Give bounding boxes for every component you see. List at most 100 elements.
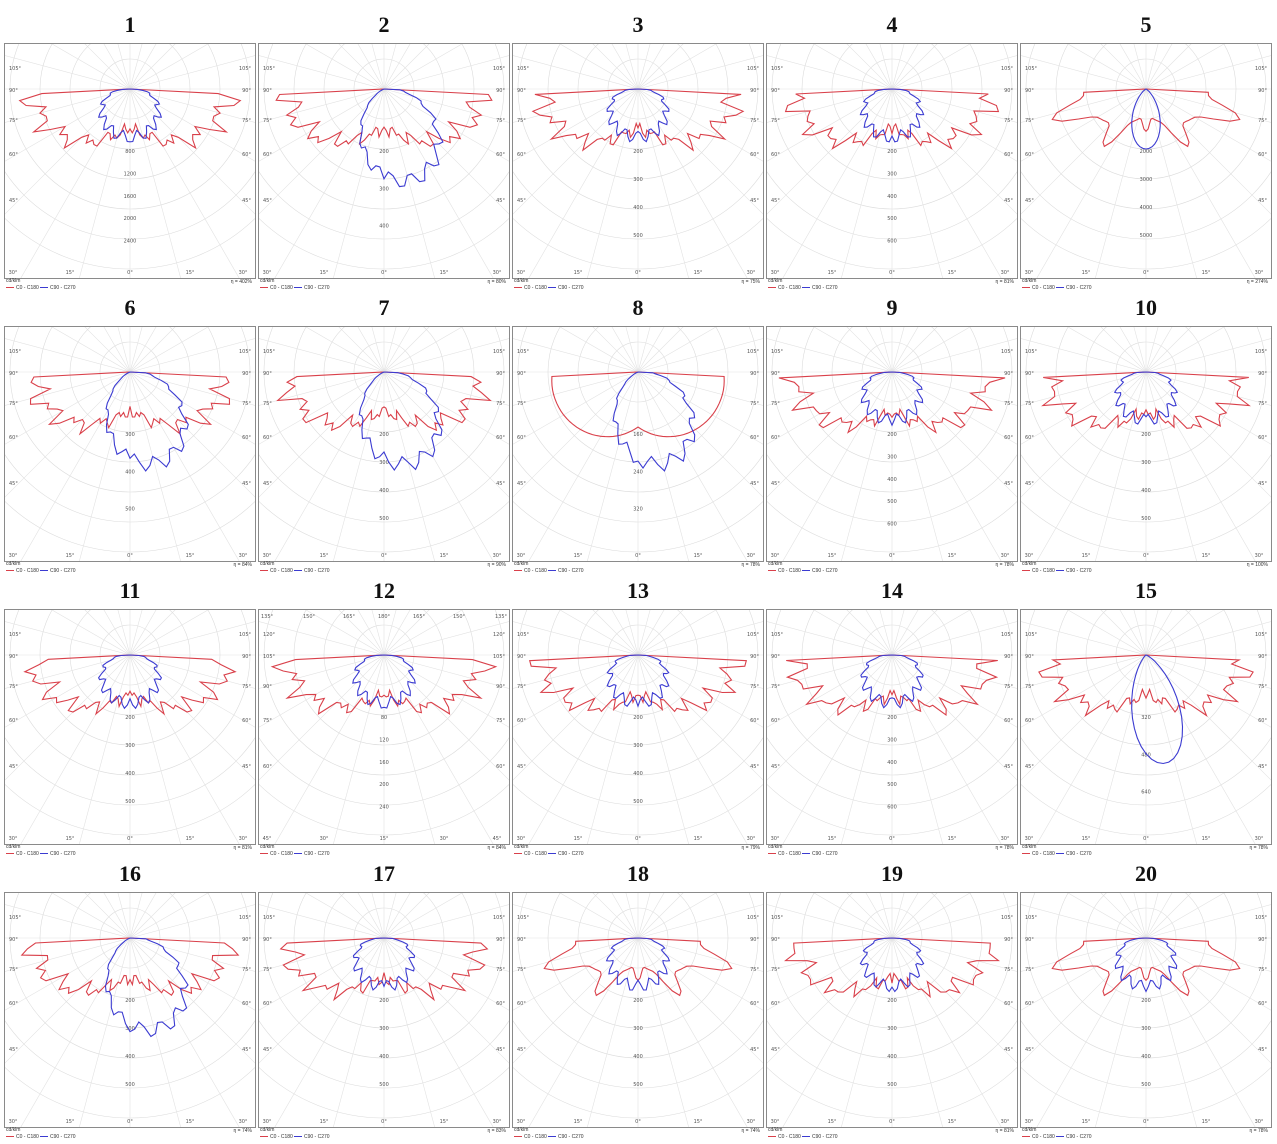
ring-label: 240 <box>379 805 389 811</box>
grid-spoke <box>767 88 893 123</box>
grid-spoke <box>559 44 639 90</box>
grid-spoke <box>129 371 181 561</box>
angle-label-left: 75° <box>1025 684 1034 690</box>
angle-label-left: 60° <box>9 1001 18 1007</box>
angle-label-bottom: 15° <box>186 836 195 842</box>
grid-spoke <box>1021 937 1147 1064</box>
grid-spoke <box>383 44 397 90</box>
legend-item-c90-c270: C90 - C270 <box>802 568 838 574</box>
grid-spoke <box>79 88 131 278</box>
angle-label-right: 45° <box>242 481 251 487</box>
legend-label: C0 - C180 <box>16 285 39 291</box>
chart-panel-2: 2 200 300 400 105° 105° 90° 90° 75° 75° 60° 60° 45° 4… <box>258 10 510 292</box>
angle-label-right: 75° <box>242 118 251 124</box>
angle-label-bottom: 15° <box>694 836 703 842</box>
angle-label-left: 45° <box>263 1047 272 1053</box>
polar-svg: 200 300 400 500 600 105° 105° 90° 90° 75° 75° 60° 60… <box>767 44 1017 278</box>
angle-label-right: 75° <box>750 118 759 124</box>
grid-spoke <box>587 654 639 844</box>
grid-spoke <box>637 893 717 939</box>
ring-label: 300 <box>125 743 135 749</box>
angle-label-right: 90° <box>242 654 251 660</box>
grid-spoke <box>129 371 240 561</box>
efficiency-label: η = 78% <box>1249 1128 1269 1134</box>
angle-label-right: 45° <box>1004 764 1013 770</box>
legend-item-c0-c180: C0 - C180 <box>1022 285 1055 291</box>
angle-label-bottom: 15° <box>320 270 329 276</box>
legend-swatch <box>40 570 48 572</box>
legend-label: C90 - C270 <box>304 851 330 857</box>
unit-label: cd/klm <box>6 844 21 850</box>
grid-spoke <box>1145 654 1271 689</box>
angle-label-bottom: 15° <box>380 836 389 842</box>
chart-panel-5: 5 2000 3000 4000 5000 105° 105° 90° 90° 75° 75° 60°… <box>1020 10 1272 292</box>
grid-spoke <box>891 88 1017 162</box>
angle-label-right: 45° <box>1258 764 1267 770</box>
polar-plot: 200 300 400 500 105° 105° 90° 90° 75° 75° 60° 60° 45… <box>512 892 764 1128</box>
angle-label-right: 60° <box>750 435 759 441</box>
grid-spoke <box>383 371 435 561</box>
grid-spoke <box>891 55 1017 90</box>
grid-spoke <box>637 371 763 498</box>
polar-plot: 800 1200 1600 2000 2400 105° 105° 90° 90° 75° 75° 6… <box>4 43 256 279</box>
angle-label-bottom: 0° <box>889 270 895 276</box>
grid-spoke <box>513 937 639 1011</box>
grid-spoke <box>20 371 131 561</box>
angle-label-bottom: 30° <box>239 1119 248 1125</box>
angle-label-bottom: 15° <box>828 553 837 559</box>
grid-spoke <box>637 937 689 1127</box>
legend-item-c90-c270: C90 - C270 <box>40 1134 76 1140</box>
angle-label-left: 90° <box>9 654 18 660</box>
grid-spoke <box>1145 610 1159 656</box>
legend-item-c0-c180: C0 - C180 <box>260 1134 293 1140</box>
grid-spoke <box>841 654 893 844</box>
angle-label-bottom: 15° <box>320 1119 329 1125</box>
chart-legend: cd/klm η = 83% C0 - C180 C90 - C270 <box>260 1127 508 1141</box>
polar-plot: 200 300 400 500 105° 105° 90° 90° 75° 75° 60° 60° 45… <box>1020 326 1272 562</box>
angle-label-right: 90° <box>750 88 759 94</box>
angle-label-bottom: 30° <box>320 836 329 842</box>
ring-label: 500 <box>125 1082 135 1088</box>
unit-label: cd/klm <box>768 561 783 567</box>
angle-label-left: 90° <box>9 371 18 377</box>
angle-label-left: 90° <box>1025 371 1034 377</box>
grid-spoke <box>611 610 639 656</box>
angle-label-right: 75° <box>1004 118 1013 124</box>
grid-spoke <box>637 893 665 939</box>
ring-label: 500 <box>633 799 643 805</box>
efficiency-label: η = 79% <box>741 845 761 851</box>
angle-label-left: 45° <box>517 1047 526 1053</box>
series-c0-c180-curve <box>1041 371 1251 429</box>
efficiency-label: η = 84% <box>487 845 507 851</box>
grid-spoke <box>891 44 971 90</box>
polar-svg: 320 480 640 105° 105° 90° 90° 75° 75° 60° 60° 45° 45… <box>1021 610 1271 844</box>
grid-spoke <box>637 654 763 728</box>
angle-label-left: 45° <box>263 198 272 204</box>
grid-spoke <box>129 44 143 90</box>
efficiency-label: η = 90% <box>487 562 507 568</box>
angle-label-left: 105° <box>263 349 276 355</box>
angle-label-bottom: 0° <box>127 1119 133 1125</box>
ring-label: 400 <box>125 771 135 777</box>
angle-label-bottom: 30° <box>1025 270 1034 276</box>
grid-spoke <box>813 893 893 939</box>
grid-spoke <box>274 654 385 844</box>
ring-label: 300 <box>887 1026 897 1032</box>
grid-spoke <box>1145 654 1256 844</box>
grid-spoke <box>20 654 131 844</box>
angle-label-right: 105° <box>747 915 760 921</box>
grid-spoke <box>1145 371 1271 445</box>
grid-spoke <box>891 338 1017 373</box>
angle-label-left: 90° <box>1025 654 1034 660</box>
angle-label-bottom: 15° <box>66 1119 75 1125</box>
legend-item-c0-c180: C0 - C180 <box>260 285 293 291</box>
angle-label-left: 60° <box>517 152 526 158</box>
angle-label-left: 105° <box>517 349 530 355</box>
grid-spoke <box>383 937 435 1127</box>
angle-label-bottom: 30° <box>771 836 780 842</box>
grid-spoke <box>846 610 893 656</box>
polar-svg: 200 300 400 500 105° 105° 90° 90° 75° 75° 60° 60° 45… <box>1021 893 1271 1127</box>
legend-swatch <box>6 570 14 572</box>
ring-label: 5000 <box>1140 233 1153 239</box>
grid-spoke <box>891 654 943 844</box>
